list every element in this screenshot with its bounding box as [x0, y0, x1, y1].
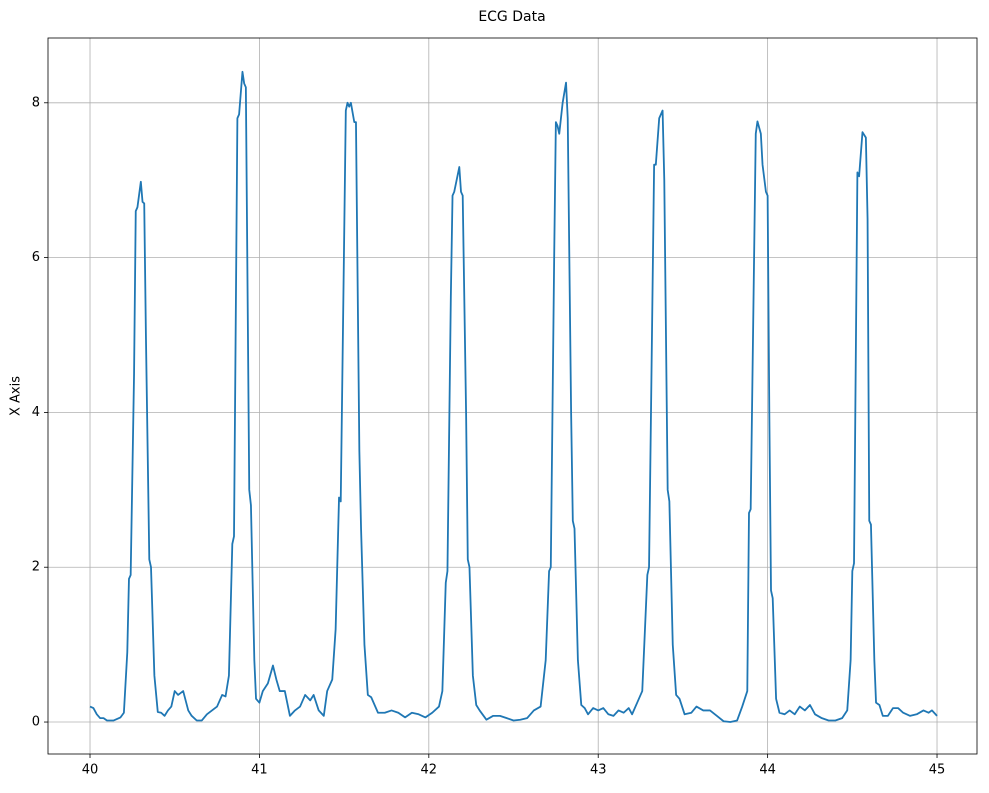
y-tick-label: 4 — [32, 405, 40, 420]
x-tick-label: 42 — [421, 763, 438, 778]
y-tick-label: 2 — [32, 560, 40, 575]
y-axis-label: X Axis — [9, 376, 24, 416]
x-tick-label: 45 — [929, 763, 946, 778]
y-tick-label: 8 — [32, 95, 40, 110]
x-tick-label: 40 — [82, 763, 99, 778]
chart-title: ECG Data — [478, 9, 545, 25]
y-tick-label: 6 — [32, 250, 40, 265]
x-tick-label: 44 — [759, 763, 776, 778]
plot-frame — [47, 37, 978, 755]
x-tick-label: 43 — [590, 763, 607, 778]
x-tick-label: 41 — [251, 763, 268, 778]
data-line — [89, 70, 938, 723]
y-tick-label: 0 — [32, 715, 40, 730]
